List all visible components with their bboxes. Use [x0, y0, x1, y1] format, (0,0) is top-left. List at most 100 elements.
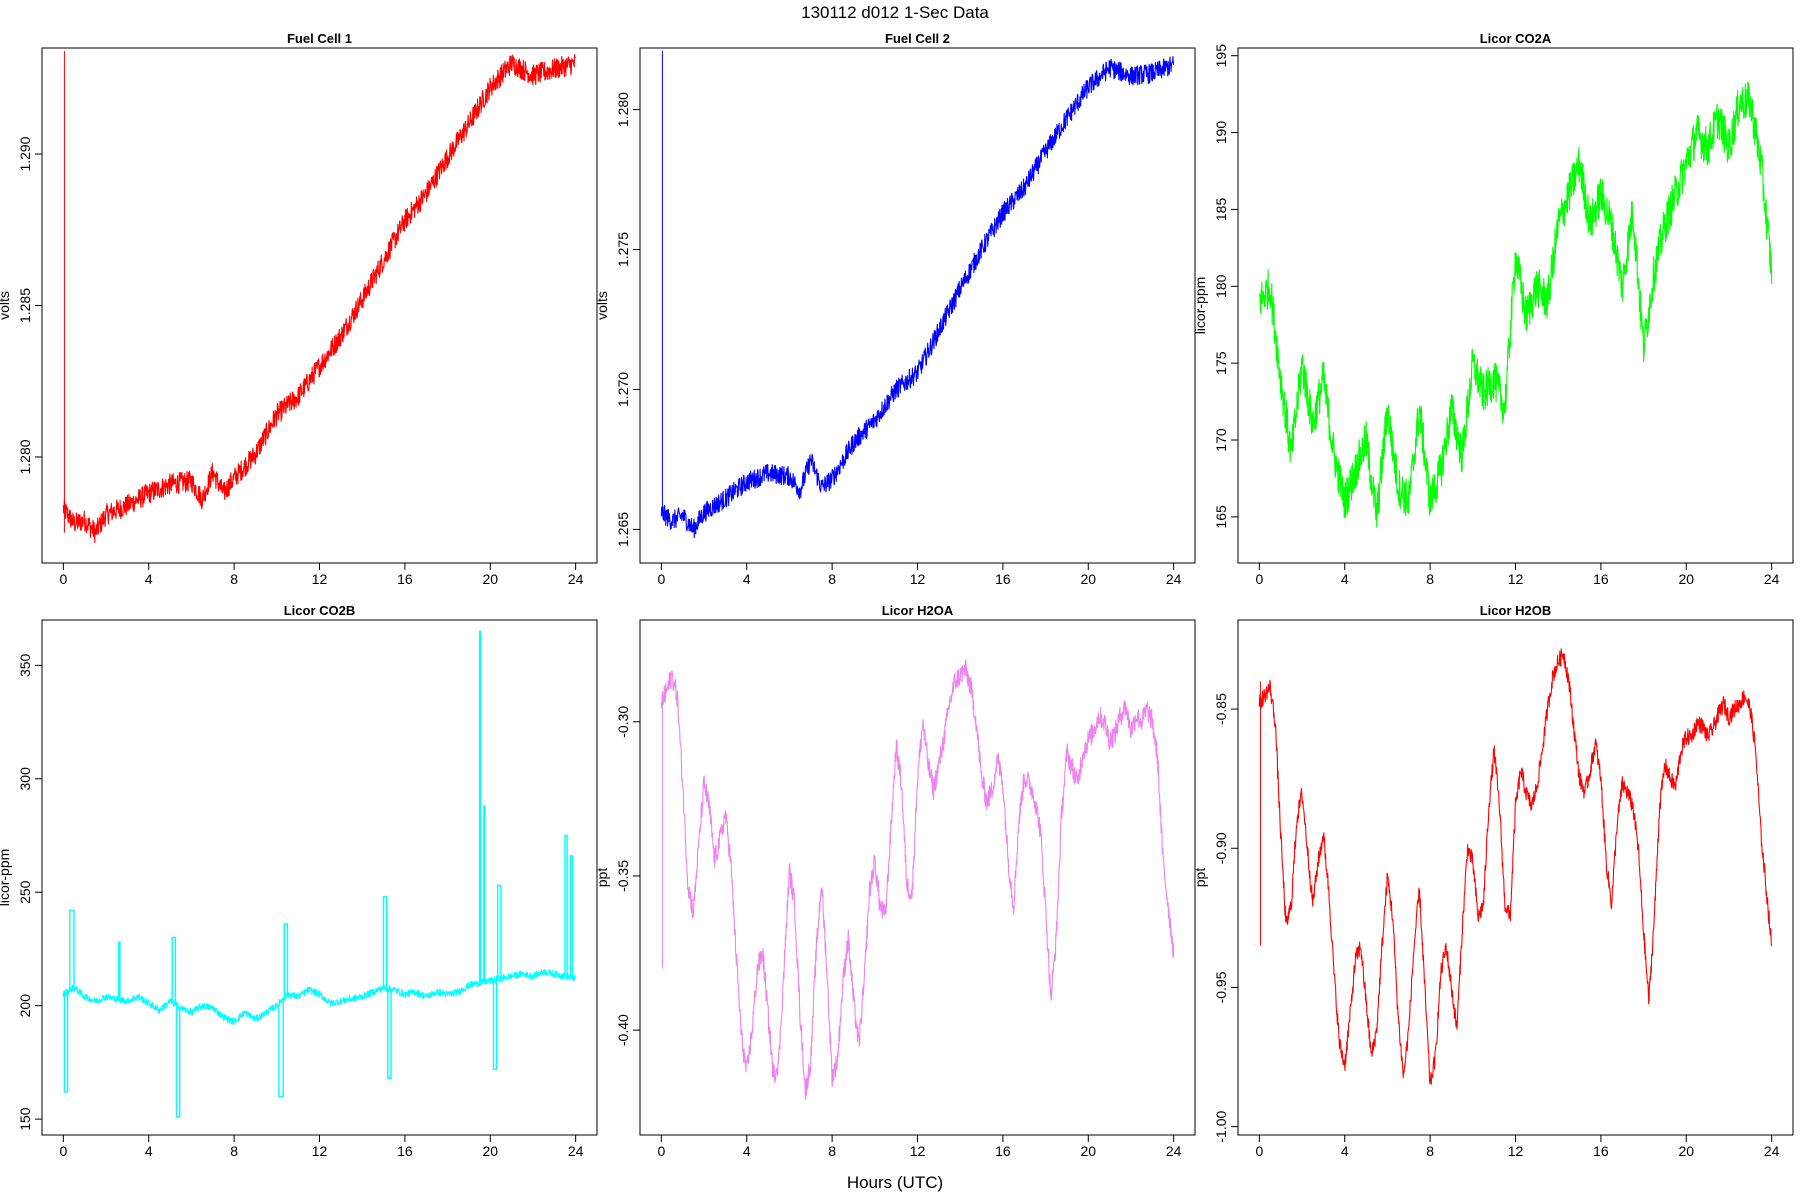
- y-tick-label: -0.95: [1213, 971, 1229, 1003]
- data-series-line: [1258, 81, 1773, 528]
- x-tick-label: 8: [828, 571, 836, 587]
- x-tick-label: 16: [397, 571, 413, 587]
- y-tick-label: 190: [1213, 121, 1229, 145]
- x-tick-label: 24: [1166, 1143, 1182, 1159]
- x-tick-label: 16: [1593, 1143, 1609, 1159]
- x-tick-label: 20: [1080, 1143, 1096, 1159]
- y-tick-label: 1.275: [615, 232, 631, 267]
- figure-title: 130112 d012 1-Sec Data: [801, 3, 989, 22]
- y-axis-title: volts: [594, 291, 610, 320]
- data-series-line: [1258, 648, 1773, 1085]
- y-tick-label: 150: [17, 1107, 33, 1131]
- x-tick-label: 0: [1255, 1143, 1263, 1159]
- y-tick-label: 1.290: [17, 136, 33, 171]
- y-tick-label: -0.35: [615, 860, 631, 892]
- data-spike: [497, 884, 502, 980]
- y-tick-label: -0.85: [1213, 693, 1229, 725]
- y-tick-label: 170: [1213, 428, 1229, 452]
- data-spike: [278, 998, 284, 1098]
- y-tick-label: 165: [1213, 505, 1229, 529]
- data-spike: [492, 979, 498, 1070]
- panel-title: Fuel Cell 2: [885, 31, 950, 46]
- panel-title: Licor H2OB: [1480, 603, 1552, 618]
- data-spike: [283, 923, 289, 998]
- data-series-line: [62, 54, 576, 543]
- chart-panel-4: Licor CO2B licor-ppm 0 4 8 12 16 20 24 150 200 250 3…: [0, 603, 598, 1159]
- y-tick-label: -0.40: [615, 1014, 631, 1046]
- y-tick-label: 1.265: [615, 512, 631, 547]
- x-tick-label: 12: [312, 1143, 328, 1159]
- x-tick-label: 4: [145, 571, 153, 587]
- chart-panel-6: Licor H2OB ppt 0 4 8 12 16 20 24 -1.00 -0.95 -0.90 -…: [1192, 603, 1794, 1159]
- y-tick-label: -1.00: [1213, 1110, 1229, 1142]
- x-axis-title: Hours (UTC): [847, 1173, 943, 1192]
- x-tick-label: 12: [312, 571, 328, 587]
- x-tick-label: 4: [1341, 1143, 1349, 1159]
- data-spike: [69, 909, 75, 991]
- x-tick-label: 0: [657, 1143, 665, 1159]
- y-tick-label: 250: [17, 880, 33, 904]
- y-tick-label: 195: [1213, 44, 1229, 68]
- plot-frame: [41, 47, 598, 564]
- panel-title: Licor CO2B: [284, 603, 356, 618]
- data-spike: [483, 805, 486, 983]
- x-tick-label: 8: [1426, 1143, 1434, 1159]
- y-axis-title: volts: [0, 291, 12, 320]
- x-tick-label: 12: [1508, 571, 1524, 587]
- data-spike: [569, 855, 574, 978]
- x-tick-label: 12: [910, 571, 926, 587]
- x-tick-label: 20: [1080, 571, 1096, 587]
- x-tick-label: 12: [1508, 1143, 1524, 1159]
- x-tick-label: 0: [59, 571, 67, 587]
- panels: Fuel Cell 1 volts 0 4 8 12 16 20 24 1.280 1.285 1.2…: [0, 31, 1794, 1159]
- x-tick-label: 20: [1678, 571, 1694, 587]
- x-tick-label: 0: [657, 571, 665, 587]
- panel-title: Fuel Cell 1: [287, 31, 352, 46]
- chart-panel-2: Fuel Cell 2 volts 0 4 8 12 16 20 24 1.265 1.270 1.2…: [594, 31, 1196, 587]
- data-spike: [382, 896, 388, 989]
- y-tick-label: 185: [1213, 198, 1229, 222]
- y-tick-label: 175: [1213, 351, 1229, 375]
- x-tick-label: 16: [397, 1143, 413, 1159]
- data-spike: [118, 941, 121, 1000]
- x-tick-label: 20: [482, 1143, 498, 1159]
- y-tick-label: 200: [17, 994, 33, 1018]
- y-tick-label: -0.90: [1213, 832, 1229, 864]
- x-tick-label: 4: [743, 1143, 751, 1159]
- x-tick-label: 16: [995, 1143, 1011, 1159]
- x-tick-label: 0: [1255, 571, 1263, 587]
- x-tick-label: 8: [1426, 571, 1434, 587]
- data-spike: [63, 991, 69, 1093]
- chart-panel-1: Fuel Cell 1 volts 0 4 8 12 16 20 24 1.280 1.285 1.2…: [0, 31, 598, 587]
- y-tick-label: -0.30: [615, 706, 631, 738]
- x-tick-label: 24: [1764, 1143, 1780, 1159]
- plot-frame: [639, 47, 1196, 564]
- data-spike: [387, 988, 392, 1079]
- panel-title: Licor H2OA: [882, 603, 954, 618]
- y-axis-title: ppt: [1192, 868, 1208, 888]
- x-tick-label: 24: [568, 1143, 584, 1159]
- chart-panel-3: Licor CO2A licor-ppm 0 4 8 12 16 20 24 165 170 175 1…: [1192, 31, 1794, 587]
- y-tick-label: 350: [17, 653, 33, 677]
- x-tick-label: 4: [743, 571, 751, 587]
- x-tick-label: 8: [828, 1143, 836, 1159]
- plot-frame: [639, 619, 1196, 1136]
- x-tick-label: 24: [1166, 571, 1182, 587]
- y-tick-label: 1.270: [615, 372, 631, 407]
- data-spike: [564, 834, 568, 977]
- x-tick-label: 12: [910, 1143, 926, 1159]
- y-tick-label: 1.285: [17, 288, 33, 323]
- y-tick-label: 1.280: [615, 92, 631, 127]
- x-tick-label: 20: [482, 571, 498, 587]
- y-tick-label: 180: [1213, 274, 1229, 298]
- x-tick-label: 16: [1593, 571, 1609, 587]
- x-tick-label: 0: [59, 1143, 67, 1159]
- y-axis-title: licor-ppm: [1192, 277, 1208, 335]
- x-tick-label: 4: [145, 1143, 153, 1159]
- chart-panel-5: Licor H2OA ppt 0 4 8 12 16 20 24 -0.40 -0.35 -0.30: [594, 603, 1196, 1159]
- x-tick-label: 24: [1764, 571, 1780, 587]
- y-tick-label: 300: [17, 767, 33, 791]
- y-axis-title: ppt: [594, 868, 610, 888]
- x-tick-label: 16: [995, 571, 1011, 587]
